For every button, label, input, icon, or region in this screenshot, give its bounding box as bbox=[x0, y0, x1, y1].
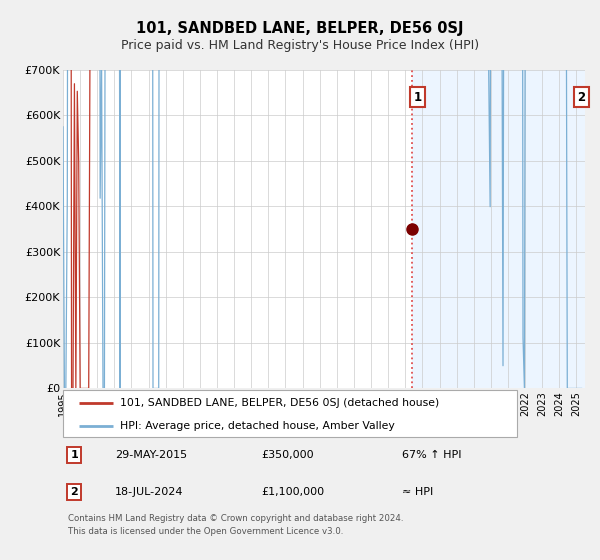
Text: 18-JUL-2024: 18-JUL-2024 bbox=[115, 487, 184, 497]
Text: Contains HM Land Registry data © Crown copyright and database right 2024.
This d: Contains HM Land Registry data © Crown c… bbox=[68, 514, 404, 536]
Text: HPI: Average price, detached house, Amber Valley: HPI: Average price, detached house, Ambe… bbox=[121, 421, 395, 431]
Text: £1,100,000: £1,100,000 bbox=[262, 487, 325, 497]
Text: 101, SANDBED LANE, BELPER, DE56 0SJ: 101, SANDBED LANE, BELPER, DE56 0SJ bbox=[136, 21, 464, 36]
Text: 2: 2 bbox=[578, 91, 586, 104]
Text: 101, SANDBED LANE, BELPER, DE56 0SJ (detached house): 101, SANDBED LANE, BELPER, DE56 0SJ (det… bbox=[121, 398, 440, 408]
Text: 2: 2 bbox=[71, 487, 79, 497]
FancyBboxPatch shape bbox=[63, 390, 517, 437]
Text: ≈ HPI: ≈ HPI bbox=[403, 487, 434, 497]
Text: £350,000: £350,000 bbox=[262, 450, 314, 460]
Text: 29-MAY-2015: 29-MAY-2015 bbox=[115, 450, 187, 460]
Text: 1: 1 bbox=[413, 91, 422, 104]
Text: Price paid vs. HM Land Registry's House Price Index (HPI): Price paid vs. HM Land Registry's House … bbox=[121, 39, 479, 52]
Text: 1: 1 bbox=[71, 450, 79, 460]
Text: 67% ↑ HPI: 67% ↑ HPI bbox=[403, 450, 462, 460]
Bar bbox=[412, 70, 585, 389]
